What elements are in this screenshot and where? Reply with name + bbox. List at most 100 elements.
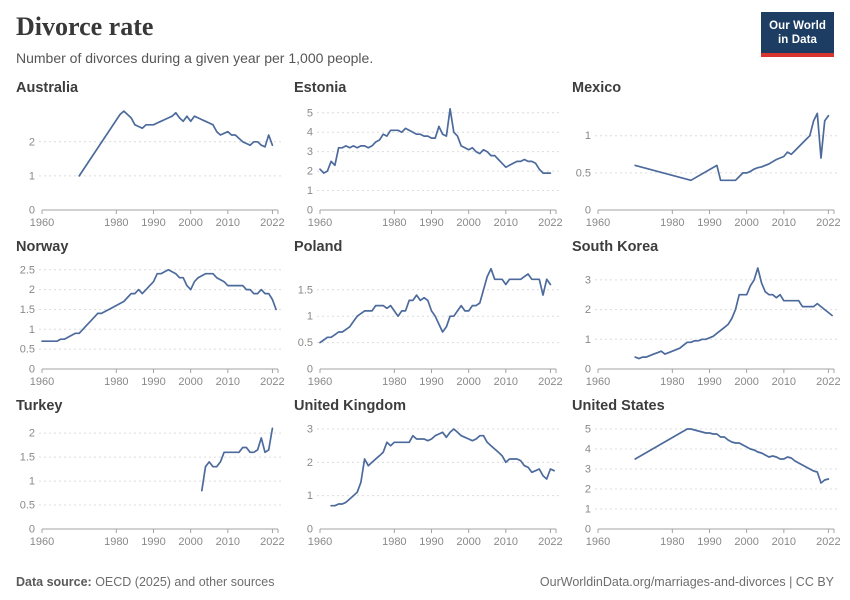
x-axis: 1960 1980 1990 2000 2010 2022 [586,528,841,548]
svg-text:2000: 2000 [734,536,758,548]
svg-text:2010: 2010 [216,376,240,388]
svg-text:0: 0 [307,364,313,376]
svg-text:2010: 2010 [772,536,796,548]
charts-grid: Australia 0 1 2 1960 1980 1990 2000 2010 2022 Esto… [16,80,841,555]
svg-text:3: 3 [585,275,591,287]
svg-text:2000: 2000 [178,376,202,388]
chart-title-norway: Norway [16,239,69,256]
svg-text:2022: 2022 [538,376,562,388]
y-axis-gridlines: 0 1 2 3 4 5 [585,423,838,535]
chart-plot-norway: 0 0.5 1 1.5 2 2.5 1960 1980 1990 2000 2010 2022 [20,265,285,389]
svg-text:1: 1 [29,475,35,487]
y-axis-gridlines: 0 1 2 [29,136,282,217]
svg-text:1980: 1980 [382,536,406,548]
chart-cell-norway: Norway 0 0.5 1 1.5 2 2.5 1960 1980 1990 2000 2010 20… [16,239,285,395]
svg-text:2022: 2022 [816,217,840,229]
svg-text:2022: 2022 [816,376,840,388]
data-line-norway [41,269,277,343]
svg-text:1: 1 [585,334,591,346]
x-axis: 1960 1980 1990 2000 2010 2022 [30,528,285,548]
svg-text:0.5: 0.5 [20,499,35,511]
svg-text:2: 2 [29,428,35,440]
data-line-poland [319,268,552,344]
svg-text:1960: 1960 [586,536,610,548]
svg-text:1990: 1990 [141,217,165,229]
svg-text:2000: 2000 [178,217,202,229]
chart-plot-turkey: 0 0.5 1 1.5 2 1960 1980 1990 2000 2010 2022 [20,427,285,548]
chart-title-mexico: Mexico [572,79,622,96]
page-title: Divorce rate [16,12,154,41]
chart-cell-south-korea: South Korea 0 1 2 3 1960 1980 1990 2000 2010 2022 [572,239,841,395]
data-line-australia [78,110,274,177]
svg-text:2022: 2022 [816,536,840,548]
chart-cell-turkey: Turkey 0 0.5 1 1.5 2 1960 1980 1990 2000 2010 2022 [16,398,285,554]
svg-text:2: 2 [29,136,35,148]
svg-text:0.5: 0.5 [20,344,35,356]
svg-text:2010: 2010 [216,536,240,548]
svg-text:2022: 2022 [538,536,562,548]
svg-text:0.5: 0.5 [576,167,591,179]
svg-text:1960: 1960 [586,376,610,388]
x-axis: 1960 1980 1990 2000 2010 2022 [30,369,285,388]
svg-text:1990: 1990 [141,536,165,548]
svg-text:1: 1 [307,311,313,323]
chart-plot-estonia: 0 1 2 3 4 5 1960 1980 1990 2000 2010 2022 [307,107,563,229]
y-axis-gridlines: 0 1 2 3 [307,423,560,535]
svg-text:1: 1 [29,170,35,182]
svg-text:1980: 1980 [104,217,128,229]
svg-text:1990: 1990 [697,376,721,388]
svg-text:1: 1 [585,503,591,515]
data-line-mexico [634,112,830,182]
svg-text:3: 3 [585,463,591,475]
svg-text:1980: 1980 [660,217,684,229]
chart-cell-australia: Australia 0 1 2 1960 1980 1990 2000 2010 2022 [16,80,285,236]
svg-text:1980: 1980 [382,217,406,229]
chart-plot-south-korea: 0 1 2 3 1960 1980 1990 2000 2010 2022 [585,267,841,388]
svg-text:1990: 1990 [141,376,165,388]
chart-plot-united-states: 0 1 2 3 4 5 1960 1980 1990 2000 2010 2022 [585,423,841,548]
svg-text:2000: 2000 [456,376,480,388]
svg-text:2.5: 2.5 [20,265,35,277]
chart-plot-poland: 0 0.5 1 1.5 1960 1980 1990 2000 2010 2022 [298,268,563,388]
y-axis-gridlines: 0 0.5 1 1.5 [298,285,560,376]
data-line-turkey [200,427,274,492]
svg-text:1960: 1960 [308,536,332,548]
svg-text:2022: 2022 [260,536,284,548]
svg-text:2010: 2010 [494,536,518,548]
data-line-estonia [319,108,552,175]
svg-text:0: 0 [307,205,313,217]
svg-text:2: 2 [585,305,591,317]
svg-text:1990: 1990 [697,217,721,229]
svg-text:1980: 1980 [660,376,684,388]
chart-cell-estonia: Estonia 0 1 2 3 4 5 1960 1980 1990 2000 2010 2022 [294,80,563,236]
page-subtitle: Number of divorces during a given year p… [16,49,374,66]
chart-plot-australia: 0 1 2 1960 1980 1990 2000 2010 2022 [29,110,285,229]
data-line-united-states [634,428,830,484]
svg-text:2010: 2010 [494,376,518,388]
svg-text:1: 1 [307,185,313,197]
svg-text:0.5: 0.5 [298,338,313,350]
svg-text:2000: 2000 [456,536,480,548]
chart-cell-united-states: United States 0 1 2 3 4 5 1960 1980 1990 2000 2010 2… [572,398,841,554]
chart-title-turkey: Turkey [16,398,63,415]
footer: Data source: OECD (2025) and other sourc… [16,575,834,589]
svg-text:0: 0 [29,205,35,217]
svg-text:1980: 1980 [104,536,128,548]
chart-cell-united-kingdom: United Kingdom 0 1 2 3 1960 1980 1990 2000 2010 20… [294,398,563,554]
svg-text:2022: 2022 [260,376,284,388]
data-line-south-korea [634,267,833,360]
y-axis-gridlines: 0 0.5 1 1.5 2 [20,428,282,535]
svg-text:1: 1 [585,130,591,142]
svg-text:1960: 1960 [308,376,332,388]
svg-text:5: 5 [585,423,591,435]
x-axis: 1960 1980 1990 2000 2010 2022 [308,528,563,548]
svg-text:2000: 2000 [456,217,480,229]
svg-text:0: 0 [307,523,313,535]
svg-text:1960: 1960 [30,376,54,388]
svg-text:2000: 2000 [734,376,758,388]
svg-text:4: 4 [585,443,591,455]
svg-text:2: 2 [29,285,35,297]
svg-text:1.5: 1.5 [298,285,313,297]
svg-text:1: 1 [29,324,35,336]
